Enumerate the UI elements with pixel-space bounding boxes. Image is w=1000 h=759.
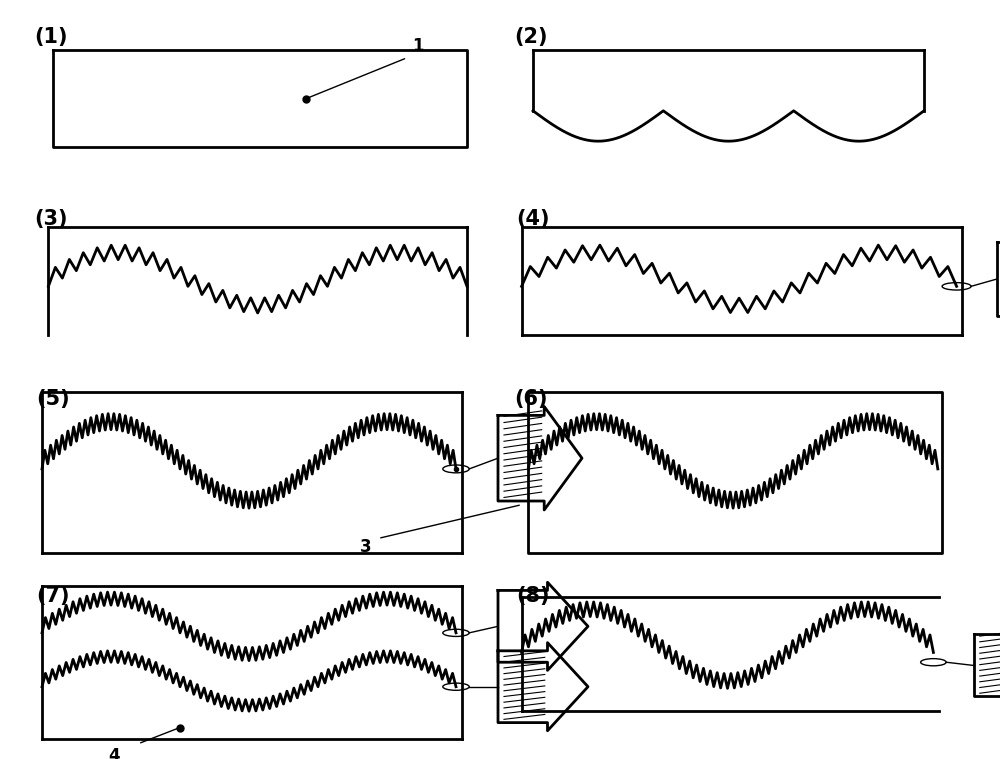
Text: 4: 4 xyxy=(108,747,120,759)
Text: (3): (3) xyxy=(35,209,68,229)
Text: 1: 1 xyxy=(412,36,423,55)
Text: (1): (1) xyxy=(35,27,68,47)
Text: (6): (6) xyxy=(515,389,548,408)
Text: (8): (8) xyxy=(516,585,549,606)
Text: (2): (2) xyxy=(515,27,548,47)
Text: 3: 3 xyxy=(360,538,372,556)
Text: (4): (4) xyxy=(516,209,549,229)
Text: (5): (5) xyxy=(36,389,70,408)
Text: (7): (7) xyxy=(36,585,70,606)
